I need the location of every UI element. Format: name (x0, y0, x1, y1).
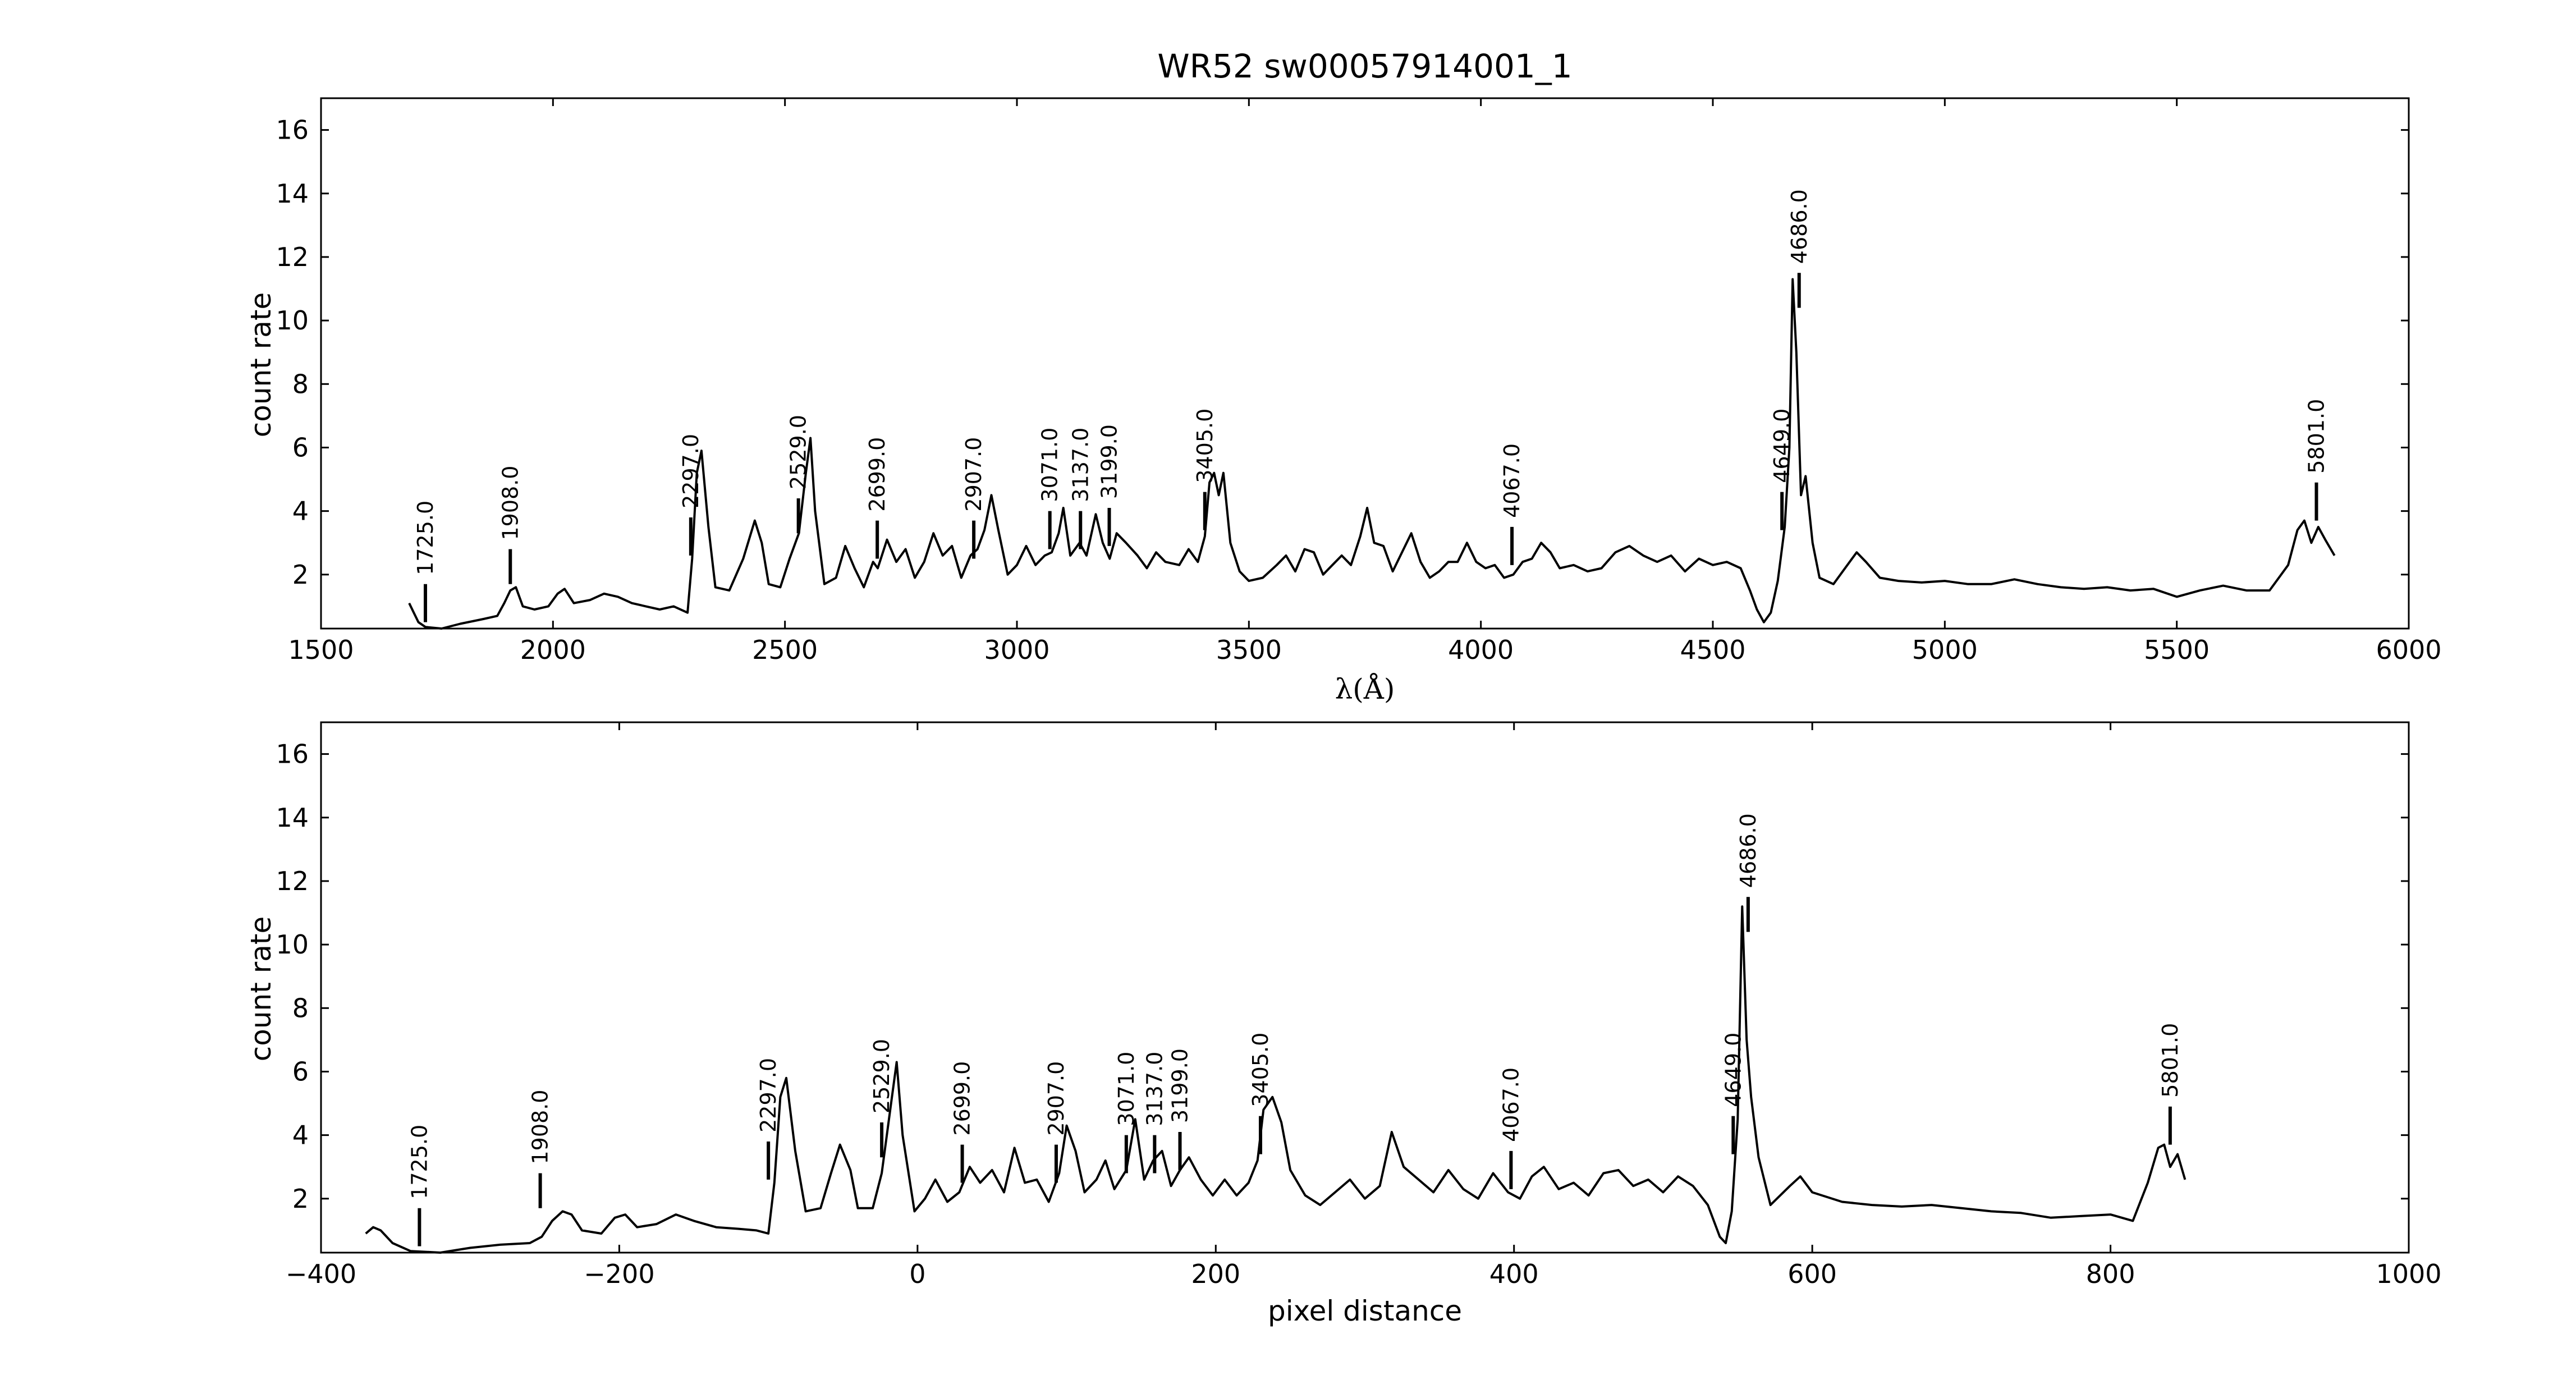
top-line-label: 2529.0 (786, 415, 811, 489)
bottom-x-tick-label: −400 (286, 1259, 356, 1289)
bottom-line-label: 1908.0 (528, 1090, 553, 1165)
bottom-line-label: 5801.0 (2158, 1023, 2183, 1098)
bottom-x-tick-label: 1000 (2376, 1259, 2441, 1289)
top-x-tick-label: 6000 (2376, 635, 2441, 665)
bottom-y-tick-label: 2 (292, 1184, 309, 1214)
bottom-line-label: 2297.0 (756, 1058, 781, 1133)
bottom-y-axis-label: count rate (245, 916, 277, 1062)
bottom-y-tick-label: 14 (276, 803, 309, 833)
chart-title: WR52 sw00057914001_1 (1157, 47, 1572, 85)
bottom-y-tick-label: 8 (292, 993, 309, 1023)
top-line-label: 4067.0 (1500, 443, 1524, 518)
bottom-x-tick-label: 200 (1191, 1259, 1240, 1289)
bottom-panel-pixel: −400 −200 0 200 400 600 800 1000 2 4 6 8 10 12 14 16 172… (276, 721, 2442, 1289)
top-y-tick-label: 6 (292, 432, 309, 462)
bottom-line-label: 3071.0 (1114, 1052, 1139, 1126)
top-x-axis-label: λ(Å) (1335, 672, 1395, 705)
top-y-tick-label: 16 (276, 115, 309, 145)
top-x-tick-label: 2000 (520, 635, 586, 665)
bottom-line-label: 4686.0 (1736, 813, 1761, 888)
top-line-label: 3199.0 (1097, 424, 1122, 499)
top-line-label: 1908.0 (498, 466, 522, 540)
top-y-tick-label: 12 (276, 242, 309, 272)
top-line-label: 2699.0 (865, 437, 890, 512)
bottom-y-tick-label: 12 (276, 866, 309, 896)
bottom-line-label: 4067.0 (1498, 1067, 1523, 1142)
top-line-label: 2297.0 (679, 434, 703, 508)
top-y-tick-label: 10 (276, 305, 309, 336)
top-y-tick-label: 2 (292, 560, 309, 590)
top-x-tick-label: 4000 (1448, 635, 1514, 665)
bottom-line-label: 2699.0 (950, 1061, 975, 1136)
top-spectrum-line (408, 278, 2336, 630)
bottom-x-tick-label: 800 (2086, 1259, 2135, 1289)
top-x-tick-label: 2500 (752, 635, 818, 665)
bottom-x-tick-label: −200 (584, 1259, 654, 1289)
top-line-label: 2907.0 (961, 437, 986, 512)
top-line-label: 3405.0 (1193, 409, 1217, 483)
top-line-label: 3071.0 (1038, 428, 1062, 502)
top-plot-frame (320, 97, 2410, 630)
bottom-line-label: 4649.0 (1721, 1033, 1745, 1107)
top-x-tick-label: 5000 (1912, 635, 1978, 665)
bottom-line-label: 2529.0 (869, 1039, 894, 1113)
top-line-label: 5801.0 (2304, 399, 2329, 474)
top-x-tick-label: 1500 (288, 635, 354, 665)
top-x-tick-label: 4500 (1680, 635, 1745, 665)
top-line-label: 4686.0 (1787, 189, 1812, 264)
bottom-y-tick-label: 6 (292, 1056, 309, 1087)
top-x-tick-label: 3000 (984, 635, 1049, 665)
top-line-label: 3137.0 (1068, 428, 1093, 502)
bottom-x-tick-label: 0 (909, 1259, 925, 1289)
top-y-axis-label: count rate (245, 292, 277, 438)
bottom-x-axis-label: pixel distance (1268, 1295, 1462, 1327)
bottom-line-label: 3405.0 (1248, 1033, 1273, 1107)
bottom-y-tick-label: 4 (292, 1120, 309, 1150)
top-x-tick-label: 5500 (2144, 635, 2210, 665)
top-x-tick-label: 3500 (1216, 635, 1282, 665)
top-line-label: 1725.0 (413, 501, 438, 575)
bottom-line-label: 3199.0 (1168, 1048, 1193, 1123)
top-y-tick-label: 14 (276, 178, 309, 209)
bottom-x-tick-label: 600 (1787, 1259, 1837, 1289)
bottom-plot-frame (320, 721, 2410, 1254)
top-y-tick-label: 4 (292, 496, 309, 526)
bottom-line-label: 2907.0 (1044, 1061, 1069, 1136)
bottom-line-label: 1725.0 (407, 1125, 432, 1199)
bottom-x-tick-label: 400 (1489, 1259, 1539, 1289)
top-y-tick-label: 8 (292, 369, 309, 399)
bottom-line-label: 3137.0 (1142, 1052, 1167, 1126)
bottom-y-tick-label: 16 (276, 739, 309, 769)
bottom-y-tick-label: 10 (276, 929, 309, 960)
top-panel-wavelength: 1500 2000 2500 3000 3500 4000 4500 5000 5500 6000… (276, 97, 2442, 665)
top-line-label: 4649.0 (1770, 409, 1794, 483)
bottom-spectrum-line (365, 905, 2187, 1254)
